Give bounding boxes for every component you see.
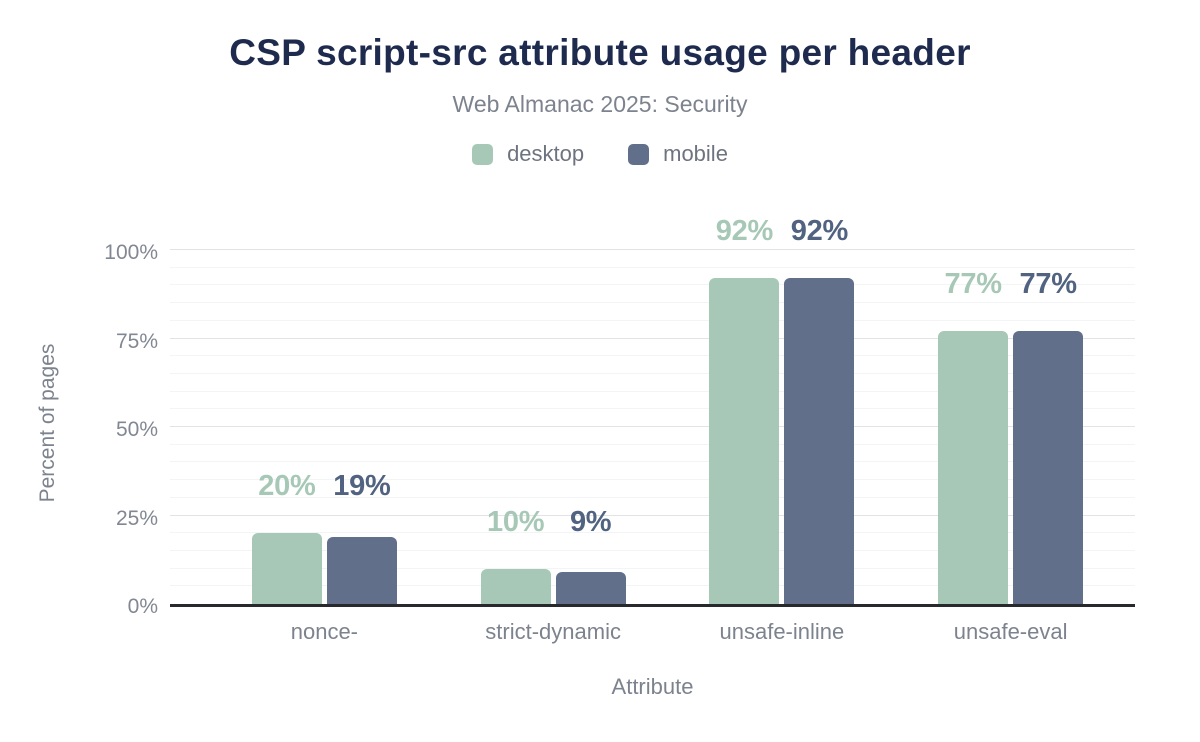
- legend-item-desktop[interactable]: desktop: [472, 141, 584, 167]
- gridline-major: [170, 249, 1135, 250]
- y-tick-label: 75%: [115, 329, 158, 353]
- bar-group-unsafe-eval: 77% 77% unsafe-eval: [896, 253, 1125, 644]
- x-axis-title: Attribute: [611, 674, 694, 699]
- bar-value-label-mobile-strict-dynamic: 9%: [569, 505, 612, 538]
- y-tick-label: 0%: [127, 595, 158, 618]
- y-tick-label: 50%: [115, 418, 158, 441]
- bar-mobile-unsafe-eval[interactable]: 77%: [1013, 270, 1084, 604]
- x-tick-label-strict-dynamic: strict-dynamic: [485, 619, 621, 644]
- bar-group-unsafe-inline: 92% 92% unsafe-inline: [668, 217, 897, 644]
- gridline-major: [170, 337, 1135, 339]
- bar-mobile-unsafe-inline[interactable]: 92%: [784, 217, 855, 604]
- gridline-major: [170, 426, 1135, 427]
- gridline-minor: [170, 284, 1135, 286]
- bar-value-label-mobile-unsafe-eval: 77%: [1019, 268, 1077, 301]
- legend: desktop mobile: [0, 141, 1200, 167]
- bar-value-label-desktop-unsafe-eval: 77%: [944, 268, 1002, 301]
- chart-title: CSP script-src attribute usage per heade…: [229, 32, 971, 73]
- bar-desktop-strict-dynamic[interactable]: 10%: [480, 507, 551, 604]
- legend-swatch-desktop: [472, 143, 494, 165]
- x-tick-label-unsafe-eval: unsafe-eval: [953, 619, 1068, 644]
- gridline-minor: [170, 302, 1135, 304]
- gridline-minor: [170, 443, 1135, 445]
- legend-label-desktop: desktop: [507, 141, 585, 166]
- legend-label-mobile: mobile: [663, 141, 728, 166]
- gridline-minor: [170, 355, 1135, 357]
- bar-value-label-mobile-nonce-: 19%: [333, 470, 391, 503]
- chart-subtitle: Web Almanac 2025: Security: [452, 91, 748, 117]
- x-tick-label-unsafe-inline: unsafe-inline: [719, 619, 845, 644]
- gridline-minor: [170, 390, 1135, 392]
- gridline-minor: [170, 585, 1135, 587]
- gridline-minor: [170, 319, 1135, 321]
- legend-swatch-mobile: [628, 143, 650, 165]
- bar-value-label-mobile-unsafe-inline: 92%: [790, 215, 848, 248]
- y-tick-label: 100%: [104, 241, 158, 264]
- bar-value-label-desktop-nonce-: 20%: [258, 470, 316, 503]
- gridline-minor: [170, 496, 1135, 498]
- bar-value-label-desktop-strict-dynamic: 10%: [487, 505, 545, 538]
- gridline-major: [170, 514, 1135, 516]
- y-tick-label: 25%: [115, 506, 158, 530]
- legend-item-mobile[interactable]: mobile: [628, 141, 728, 167]
- gridline-minor: [170, 408, 1135, 410]
- gridline-minor: [170, 567, 1135, 569]
- bar-mobile-strict-dynamic[interactable]: 9%: [555, 507, 626, 604]
- x-tick-label-nonce-: nonce-: [290, 619, 359, 644]
- bar-desktop-nonce-[interactable]: 20%: [251, 472, 322, 604]
- bar-group-strict-dynamic: 10% 9% strict-dynamic: [439, 253, 668, 644]
- bar-mobile-nonce-[interactable]: 19%: [326, 472, 397, 604]
- gridline-minor: [170, 479, 1135, 481]
- gridline-minor: [170, 372, 1135, 374]
- bar-desktop-unsafe-eval[interactable]: 77%: [938, 270, 1009, 604]
- gridline-minor: [170, 532, 1135, 534]
- gridline-minor: [170, 549, 1135, 551]
- bar-desktop-unsafe-inline[interactable]: 92%: [709, 217, 780, 604]
- bar-group-nonce-: 20% 19% nonce-: [210, 253, 439, 644]
- gridline-minor: [170, 461, 1135, 463]
- gridline-minor: [170, 266, 1135, 268]
- bar-value-label-desktop-unsafe-inline: 92%: [715, 215, 773, 248]
- plot-area: 20% 19% nonce- 10% 9% strict-dynamic 92% 92% uns…: [170, 217, 1135, 699]
- bars-row: 20% 19% nonce- 10% 9% strict-dynamic 92% 92% uns…: [210, 217, 1125, 644]
